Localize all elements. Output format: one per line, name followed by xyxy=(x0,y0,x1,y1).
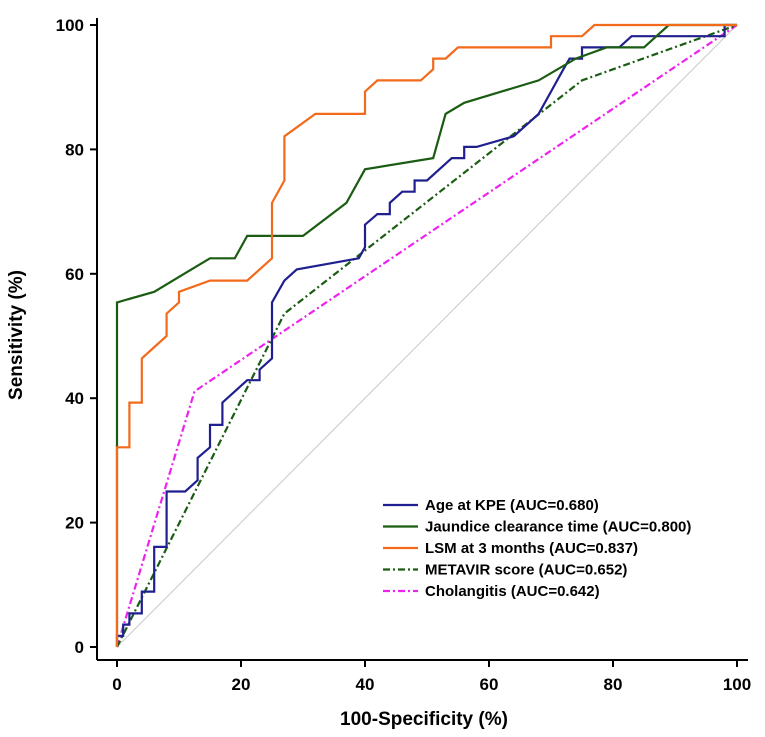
y-tick-label-5: 100 xyxy=(56,16,84,35)
x-tick-label-1: 20 xyxy=(232,675,251,694)
x-tick-label-2: 40 xyxy=(356,675,375,694)
y-tick-label-0: 0 xyxy=(75,638,84,657)
series-layer xyxy=(115,23,738,648)
y-tick-label-3: 60 xyxy=(65,265,84,284)
axes xyxy=(96,18,748,661)
legend: Age at KPE (AUC=0.680) Jaundice clearance… xyxy=(383,497,691,600)
series-line-3 xyxy=(116,23,738,648)
x-tick-label-5: 100 xyxy=(723,675,751,694)
series-line-1 xyxy=(115,23,737,647)
x-tick-label-3: 60 xyxy=(480,675,499,694)
tick-layer: 0 20 40 60 80 100 0 20 40 60 80 100 xyxy=(56,16,752,694)
x-tick-label-0: 0 xyxy=(112,675,121,694)
x-tick-label-4: 80 xyxy=(604,675,623,694)
legend-label-2: LSM at 3 months (AUC=0.837) xyxy=(425,540,638,557)
y-axis-title: Sensitivity (%) xyxy=(6,270,27,400)
legend-label-3: METAVIR score (AUC=0.652) xyxy=(425,562,627,579)
legend-label-1: Jaundice clearance time (AUC=0.800) xyxy=(425,519,691,536)
reference-diagonal-line xyxy=(116,24,738,648)
y-tick-label-4: 80 xyxy=(65,140,84,159)
x-axis-title: 100-Specificity (%) xyxy=(340,709,508,730)
series-line-2 xyxy=(115,23,737,647)
y-tick-label-2: 40 xyxy=(65,389,84,408)
reference-diagonal-group xyxy=(116,24,738,648)
legend-label-4: Cholangitis (AUC=0.642) xyxy=(425,583,600,600)
legend-label-0: Age at KPE (AUC=0.680) xyxy=(425,497,599,514)
y-tick-label-1: 20 xyxy=(65,514,84,533)
series-line-0 xyxy=(115,23,737,647)
